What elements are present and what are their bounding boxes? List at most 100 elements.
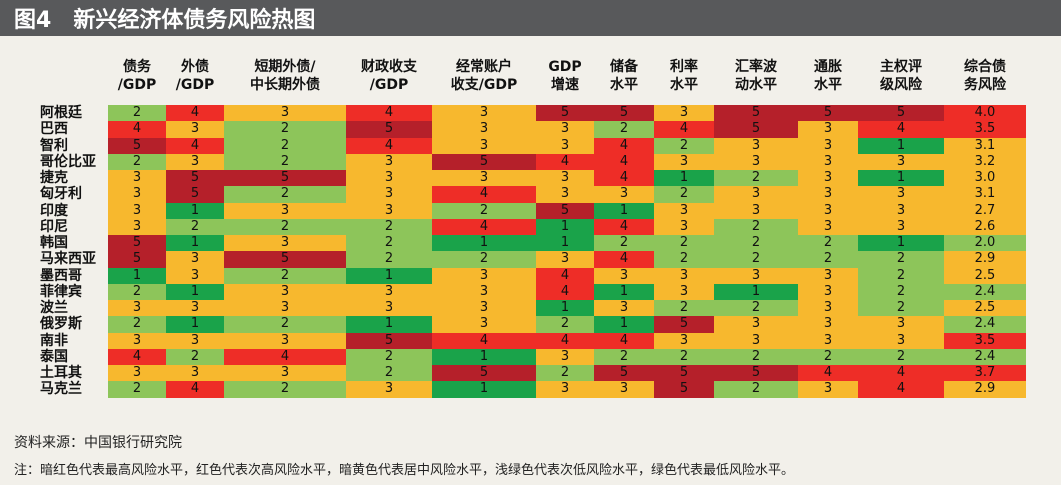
- heatmap-cell: 5: [224, 251, 346, 268]
- column-header-line: 外债: [181, 59, 209, 75]
- heatmap-cell: 3: [224, 332, 346, 350]
- country-label: 马克兰: [40, 381, 82, 398]
- heatmap-cell: 4: [346, 105, 432, 122]
- heatmap-cell: 2: [858, 251, 944, 268]
- heatmap-cell: 3: [536, 121, 594, 138]
- heatmap-cell: 2: [714, 235, 798, 252]
- country-label: 韩国: [40, 235, 68, 251]
- heatmap-cell: 3.1: [944, 137, 1026, 155]
- heatmap-cell: 5: [108, 251, 166, 268]
- country-label: 南非: [40, 332, 68, 349]
- column-header-line: 债务: [123, 59, 151, 75]
- column-headers: 债务/GDP 外债/GDP 短期外债/中长期外债 财政收支/GDP 经常账户 收支/GDP…: [0, 52, 1061, 100]
- column-header: GDP 增速: [536, 52, 594, 100]
- heatmap-cell: 2.7: [944, 202, 1026, 220]
- heatmap-cell: 3: [654, 267, 714, 285]
- heatmap-cell: 1: [714, 283, 798, 301]
- country-label: 匈牙利: [40, 186, 82, 203]
- heatmap-cell: 5: [594, 105, 654, 122]
- heatmap-cell: 2: [654, 348, 714, 366]
- heatmap-cell: 3: [166, 121, 224, 138]
- heatmap-cell: 3: [536, 251, 594, 268]
- column-header-line: 水平: [670, 77, 698, 93]
- country-label: 泰国: [40, 348, 68, 365]
- heatmap-cell: 2: [224, 121, 346, 138]
- heatmap-cell: 2: [224, 267, 346, 285]
- heatmap-cell: 3: [798, 300, 858, 317]
- heatmap-cell: 3: [714, 186, 798, 203]
- heatmap-cell: 3: [858, 218, 944, 236]
- heatmap-cell: 2: [714, 381, 798, 398]
- heatmap-cell: 1: [858, 170, 944, 187]
- heatmap-cell: 4: [594, 153, 654, 171]
- heatmap-cell: 1: [432, 348, 536, 366]
- heatmap-cell: 5: [166, 186, 224, 203]
- heatmap-cell: 5: [224, 170, 346, 187]
- heatmap-cell: 2: [224, 381, 346, 398]
- heatmap-cell: 3: [346, 202, 432, 220]
- heatmap-cell: 3: [224, 105, 346, 122]
- heatmap-cell: 4: [536, 267, 594, 285]
- heatmap-cell: 1: [536, 218, 594, 236]
- heatmap-cell: 3: [346, 186, 432, 203]
- source-text: 资料来源：中国银行研究院: [14, 435, 182, 451]
- heatmap-cell: 3: [798, 316, 858, 333]
- heatmap-cell: 3: [654, 153, 714, 171]
- country-label: 智利: [40, 137, 68, 154]
- heatmap-cell: 1: [594, 316, 654, 333]
- heatmap-cell: 3: [224, 235, 346, 252]
- heatmap-cell: 4: [594, 170, 654, 187]
- heatmap-cell: 1: [594, 202, 654, 220]
- heatmap-cell: 3: [346, 283, 432, 301]
- heatmap-cell: 2: [714, 348, 798, 366]
- column-header: 通胀 水平: [798, 52, 858, 100]
- heatmap-cell: 1: [166, 283, 224, 301]
- column-header: 债务/GDP: [108, 52, 166, 100]
- heatmap-cell: 3: [536, 186, 594, 203]
- heatmap-cell: 2: [346, 235, 432, 252]
- heatmap-cell: 2: [108, 316, 166, 333]
- country-label: 墨西哥: [40, 267, 82, 284]
- heatmap-cell: 5: [166, 170, 224, 187]
- title-bar: 图4 新兴经济体债务风险热图: [0, 0, 1061, 36]
- heatmap-cell: 2: [108, 153, 166, 171]
- heatmap-cell: 3.5: [944, 121, 1026, 138]
- heatmap-cell: 3: [714, 137, 798, 155]
- heatmap-cell: 4: [536, 283, 594, 301]
- heatmap-cell: 3: [166, 267, 224, 285]
- heatmap-cell: 3: [432, 300, 536, 317]
- column-header: 财政收支/GDP: [346, 52, 432, 100]
- heatmap-cell: 5: [798, 105, 858, 122]
- heatmap-cell: 2.5: [944, 267, 1026, 285]
- heatmap-cell: 1: [346, 267, 432, 285]
- heatmap-cell: 2: [108, 381, 166, 398]
- heatmap-cell: 2: [108, 283, 166, 301]
- heatmap-cell: 5: [714, 121, 798, 138]
- heatmap-cell: 2: [654, 186, 714, 203]
- heatmap-cell: 3: [654, 332, 714, 350]
- country-label: 哥伦比亚: [40, 153, 96, 170]
- heatmap-cell: 2: [594, 348, 654, 366]
- heatmap-cell: 1: [346, 316, 432, 333]
- heatmap-cell: 3: [594, 267, 654, 285]
- country-label: 马来西亚: [40, 251, 96, 268]
- heatmap-cell: 3: [166, 251, 224, 268]
- heatmap-cell: 2: [346, 365, 432, 382]
- heatmap-cell: 4: [166, 137, 224, 155]
- column-header-line: 增速: [551, 77, 579, 93]
- heatmap-cell: 3: [798, 137, 858, 155]
- heatmap-cell: 3: [798, 218, 858, 236]
- heatmap-cell: 3: [594, 381, 654, 398]
- heatmap-cell: 3: [108, 300, 166, 317]
- heatmap-cell: 3: [166, 153, 224, 171]
- heatmap-cell: 5: [714, 105, 798, 122]
- heatmap-cell: 5: [108, 235, 166, 252]
- heatmap-cell: 2.0: [944, 235, 1026, 252]
- heatmap-cell: 3: [432, 283, 536, 301]
- heatmap-cell: 3: [166, 332, 224, 350]
- column-header: 利率 水平: [654, 52, 714, 100]
- heatmap-cell: 3.0: [944, 170, 1026, 187]
- heatmap-cell: 2: [714, 170, 798, 187]
- column-header: 储备 水平: [594, 52, 654, 100]
- heatmap-cell: 5: [714, 365, 798, 382]
